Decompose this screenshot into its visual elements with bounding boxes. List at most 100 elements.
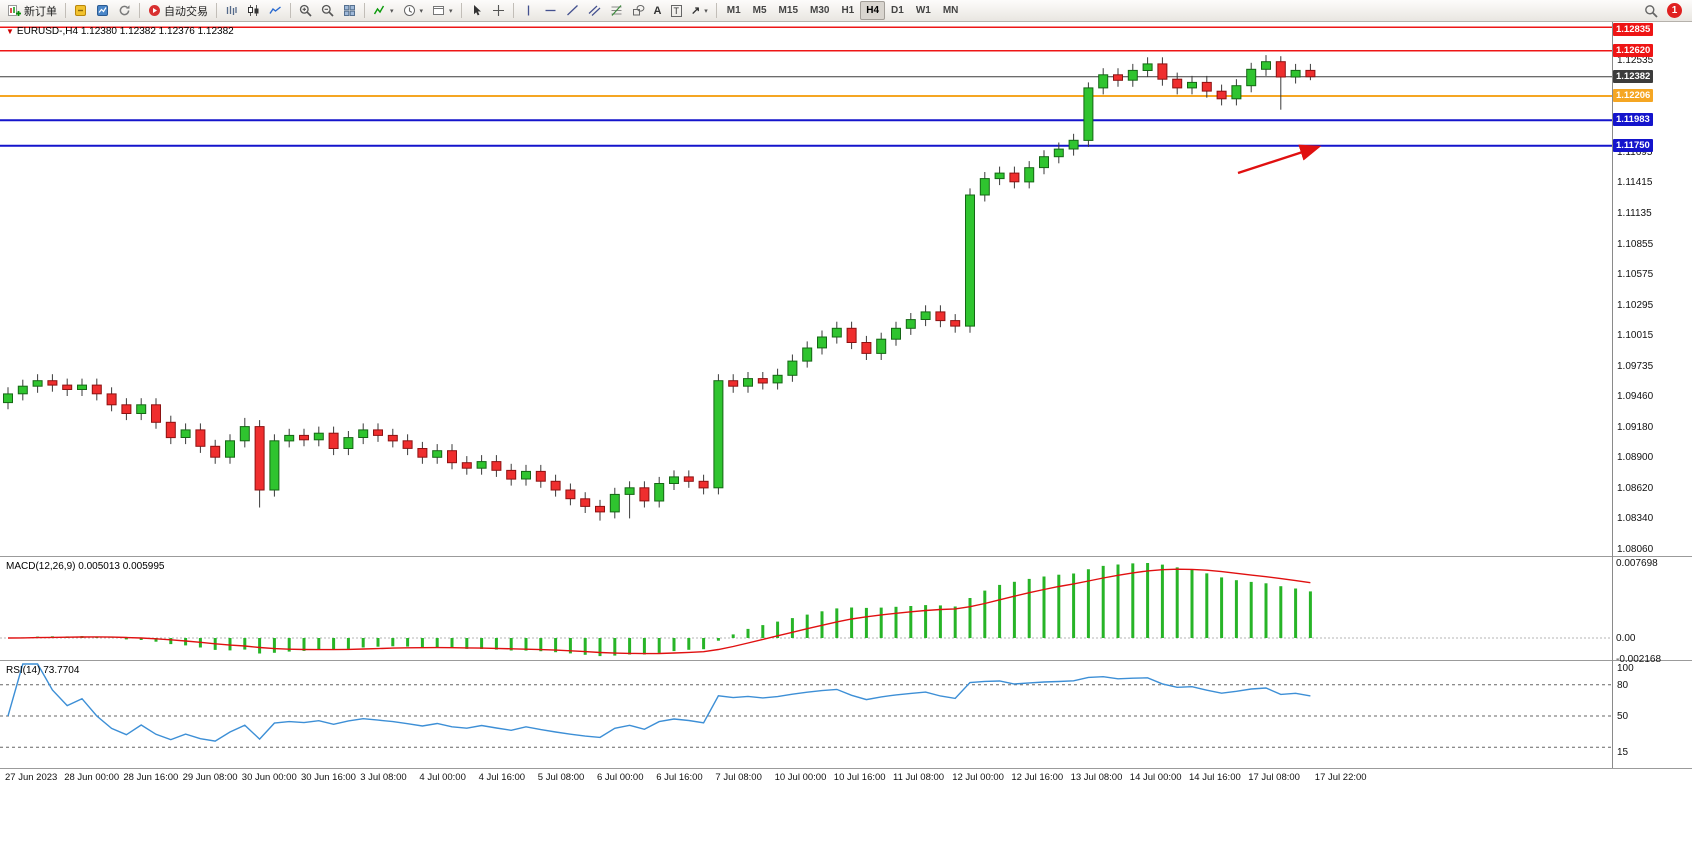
- macd-axis-label: 0.00: [1616, 633, 1636, 644]
- time-axis-label: 12 Jul 00:00: [952, 772, 1004, 783]
- toolbar-separator: [65, 3, 66, 18]
- text-label-icon: T: [670, 4, 682, 17]
- vertical-line-tool[interactable]: [518, 1, 539, 21]
- clock-icon: [403, 5, 415, 16]
- toolbar: 新订单 自动交易: [0, 0, 1692, 22]
- autotrading-button[interactable]: 自动交易: [144, 1, 212, 21]
- time-axis-label: 29 Jun 08:00: [182, 772, 238, 783]
- toolbar-separator: [460, 3, 462, 18]
- time-axis-label: 4 Jul 00:00: [419, 772, 466, 783]
- price-line-badge: 1.12835: [1613, 23, 1654, 36]
- macd-header: MACD(12,26,9) 0.005013 0.005995: [6, 561, 165, 572]
- rsi-axis-label: 50: [1617, 711, 1629, 722]
- main-chart[interactable]: [0, 22, 1692, 556]
- horizontal-line-tool[interactable]: [540, 1, 561, 21]
- time-axis-label: 12 Jul 16:00: [1011, 772, 1064, 783]
- tile-windows-button[interactable]: [339, 1, 360, 21]
- text-label-tool[interactable]: T: [667, 1, 687, 21]
- fibonacci-tool[interactable]: [606, 1, 627, 21]
- time-axis-label: 13 Jul 08:00: [1070, 772, 1123, 783]
- time-axis-label: 7 Jul 08:00: [715, 772, 762, 783]
- price-axis-tick: 1.10295: [1617, 299, 1654, 311]
- notification-count: 1: [1671, 5, 1678, 16]
- time-axis-label: 10 Jul 00:00: [774, 772, 827, 783]
- collapse-triangle-icon[interactable]: ▼: [6, 27, 14, 36]
- arrows-tool[interactable]: ↗ ▾: [687, 1, 712, 21]
- price-axis-tick: 1.08340: [1617, 513, 1654, 525]
- price-axis-tick: 1.08620: [1617, 482, 1654, 494]
- new-order-button[interactable]: 新订单: [4, 1, 61, 21]
- cursor-button[interactable]: [466, 1, 487, 21]
- time-axis-label: 14 Jul 16:00: [1189, 772, 1241, 783]
- symbol-ohlc-text: EURUSD-,H4 1.12380 1.12382 1.12376 1.123…: [16, 26, 234, 37]
- crosshair-icon: [492, 5, 504, 16]
- period-button[interactable]: ▾: [399, 1, 428, 21]
- search-button[interactable]: [1640, 1, 1662, 21]
- rsi-header: RSI(14) 73.7704: [6, 665, 80, 676]
- time-axis-label: 17 Jul 22:00: [1314, 772, 1367, 783]
- price-axis-tick: 1.09180: [1617, 421, 1654, 433]
- timeframe-group: M1 M5 M15 M30 H1 H4 D1 W1 MN: [721, 1, 965, 20]
- time-axis-label: 4 Jul 16:00: [478, 772, 526, 783]
- time-axis-label: 28 Jun 16:00: [123, 772, 179, 783]
- notification-badge[interactable]: 1: [1667, 3, 1682, 18]
- crosshair-button[interactable]: [488, 1, 509, 21]
- rsi-panel[interactable]: [0, 661, 1692, 768]
- metaeditor-button[interactable]: [70, 1, 91, 21]
- zoom-in-button[interactable]: [295, 1, 316, 21]
- timeframe-d1[interactable]: D1: [891, 5, 904, 16]
- new-order-label: 新订单: [24, 5, 57, 18]
- new-order-icon: [8, 5, 21, 16]
- dropdown-caret-icon: ▾: [704, 7, 708, 15]
- chart-bars-button[interactable]: [221, 1, 242, 21]
- time-axis-label: 30 Jun 16:00: [301, 772, 356, 783]
- price-axis-tick: 1.09735: [1617, 361, 1654, 372]
- toolbar-separator: [364, 3, 365, 18]
- zoom-in-icon: [299, 4, 312, 17]
- timeframe-h1[interactable]: H1: [841, 5, 855, 16]
- zoom-out-button[interactable]: [317, 1, 338, 21]
- templates-button[interactable]: ▾: [428, 1, 457, 21]
- arrows-tool-icon: ↗: [691, 5, 701, 17]
- cursor-icon: [473, 5, 481, 16]
- channel-tool[interactable]: [584, 1, 605, 21]
- macd-panel[interactable]: [0, 557, 1692, 660]
- chart-line-button[interactable]: [265, 1, 286, 21]
- price-axis-tick: 1.10575: [1617, 269, 1654, 281]
- macd-axis-label: -0.002168: [1616, 654, 1662, 666]
- price-axis-tick: 1.11695: [1617, 146, 1653, 158]
- refresh-button[interactable]: [114, 1, 135, 21]
- refresh-icon: [119, 5, 130, 16]
- market-button[interactable]: [92, 1, 113, 21]
- timeframe-m1[interactable]: M1: [726, 5, 741, 16]
- macd-axis-label: 0.007698: [1616, 558, 1658, 569]
- chart-candles-button[interactable]: [243, 1, 264, 21]
- metaeditor-icon: [75, 5, 86, 16]
- toolbar-separator: [139, 3, 140, 18]
- timeframe-mn[interactable]: MN: [942, 5, 959, 16]
- time-axis-label: 30 Jun 00:00: [241, 772, 297, 783]
- text-tool[interactable]: A: [650, 1, 666, 21]
- panel-divider[interactable]: [0, 556, 1692, 557]
- panel-divider[interactable]: [0, 660, 1692, 661]
- price-line-badge: 1.11750: [1613, 138, 1653, 152]
- templates-icon: [433, 6, 445, 15]
- line-chart-icon: [269, 6, 281, 14]
- dropdown-caret-icon: ▾: [419, 7, 424, 15]
- price-axis-line: [1612, 22, 1613, 768]
- market-icon: [97, 5, 108, 16]
- timeframe-h4[interactable]: H4: [860, 1, 886, 20]
- indicators-icon: [373, 5, 385, 15]
- dropdown-caret-icon: ▾: [390, 7, 394, 15]
- zoom-out-icon: [321, 4, 334, 17]
- price-axis-tick: 1.12535: [1617, 55, 1654, 66]
- indicators-button[interactable]: ▾: [369, 1, 398, 21]
- timeframe-w1[interactable]: W1: [915, 5, 931, 16]
- timeframe-m30[interactable]: M30: [810, 5, 830, 16]
- shapes-tool[interactable]: [628, 1, 649, 21]
- trendline-tool[interactable]: [562, 1, 583, 21]
- timeframe-m5[interactable]: M5: [752, 5, 767, 16]
- trendline-icon: [566, 5, 578, 16]
- timeframe-m15[interactable]: M15: [778, 5, 798, 16]
